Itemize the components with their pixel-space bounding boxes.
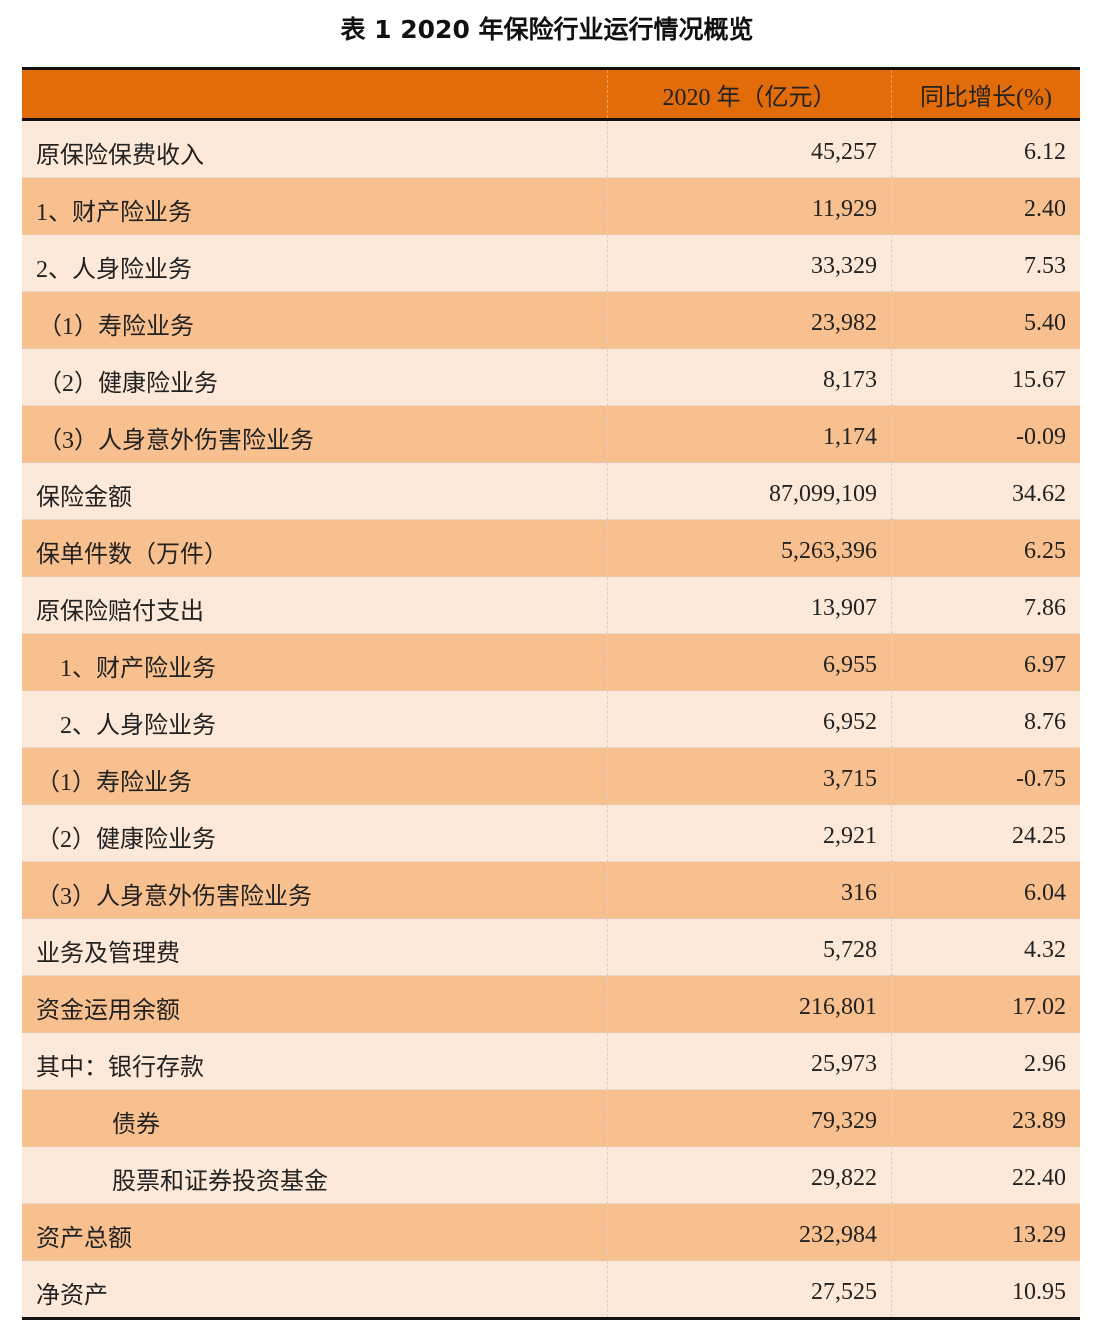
row-value: 25,973 (607, 1032, 892, 1090)
header-value: 2020 年（亿元） (607, 68, 892, 121)
insurance-overview-table: 2020 年（亿元） 同比增长(%) 原保险保费收入 45,257 6.12 1、财产… (22, 67, 1080, 1320)
table-row: 原保险赔付支出 13,907 7.86 (22, 576, 1080, 634)
row-value: 6,952 (607, 690, 892, 748)
row-growth: 6.97 (891, 633, 1080, 691)
table-row: （3）人身意外伤害险业务 316 6.04 (22, 861, 1080, 919)
row-growth: 5.40 (891, 291, 1080, 349)
row-growth: 7.53 (891, 234, 1080, 292)
row-growth: 17.02 (891, 975, 1080, 1033)
table-row: 其中：银行存款 25,973 2.96 (22, 1032, 1080, 1090)
row-value: 27,525 (607, 1260, 892, 1319)
row-label: 债券 (22, 1089, 608, 1147)
row-value: 5,728 (607, 918, 892, 976)
row-growth: 6.04 (891, 861, 1080, 919)
row-value: 2,921 (607, 804, 892, 862)
table-row: （2）健康险业务 8,173 15.67 (22, 348, 1080, 406)
row-label: 净资产 (22, 1260, 608, 1319)
row-label: 其中：银行存款 (22, 1032, 608, 1090)
row-label: 资金运用余额 (22, 975, 608, 1033)
row-label: （1）寿险业务 (22, 747, 608, 805)
row-growth: 24.25 (891, 804, 1080, 862)
row-growth: 34.62 (891, 462, 1080, 520)
row-label: 1、财产险业务 (22, 177, 608, 235)
row-value: 29,822 (607, 1146, 892, 1204)
row-label: 2、人身险业务 (22, 690, 608, 748)
header-growth: 同比增长(%) (891, 68, 1080, 121)
row-growth: 23.89 (891, 1089, 1080, 1147)
row-label: 2、人身险业务 (22, 234, 608, 292)
row-label: （1）寿险业务 (22, 291, 608, 349)
row-value: 13,907 (607, 576, 892, 634)
row-label: （3）人身意外伤害险业务 (22, 405, 608, 463)
row-growth: -0.09 (891, 405, 1080, 463)
table-row: （1）寿险业务 23,982 5.40 (22, 291, 1080, 349)
row-value: 232,984 (607, 1203, 892, 1261)
row-growth: -0.75 (891, 747, 1080, 805)
row-growth: 8.76 (891, 690, 1080, 748)
row-value: 11,929 (607, 177, 892, 235)
row-growth: 22.40 (891, 1146, 1080, 1204)
row-value: 5,263,396 (607, 519, 892, 577)
row-value: 79,329 (607, 1089, 892, 1147)
row-growth: 10.95 (891, 1260, 1080, 1319)
row-growth: 15.67 (891, 348, 1080, 406)
table-row: （3）人身意外伤害险业务 1,174 -0.09 (22, 405, 1080, 463)
table-row: 业务及管理费 5,728 4.32 (22, 918, 1080, 976)
table-row: 净资产 27,525 10.95 (22, 1260, 1080, 1319)
table-row: 资金运用余额 216,801 17.02 (22, 975, 1080, 1033)
table-row: 1、财产险业务 11,929 2.40 (22, 177, 1080, 235)
table-title: 表 1 2020 年保险行业运行情况概览 (340, 15, 754, 44)
row-label: （3）人身意外伤害险业务 (22, 861, 608, 919)
table-row: 原保险保费收入 45,257 6.12 (22, 119, 1080, 178)
row-growth: 2.40 (891, 177, 1080, 235)
row-growth: 6.12 (891, 119, 1080, 178)
row-label: 股票和证券投资基金 (22, 1146, 608, 1204)
table-row: 资产总额 232,984 13.29 (22, 1203, 1080, 1261)
row-label: 原保险赔付支出 (22, 576, 608, 634)
row-value: 87,099,109 (607, 462, 892, 520)
table-row: 股票和证券投资基金 29,822 22.40 (22, 1146, 1080, 1204)
row-label: （2）健康险业务 (22, 804, 608, 862)
row-value: 33,329 (607, 234, 892, 292)
table-header-row: 2020 年（亿元） 同比增长(%) (22, 68, 1080, 121)
table-row: 2、人身险业务 33,329 7.53 (22, 234, 1080, 292)
row-label: 原保险保费收入 (22, 119, 608, 178)
row-value: 3,715 (607, 747, 892, 805)
row-value: 316 (607, 861, 892, 919)
row-value: 8,173 (607, 348, 892, 406)
row-growth: 2.96 (891, 1032, 1080, 1090)
row-growth: 6.25 (891, 519, 1080, 577)
table-row: 债券 79,329 23.89 (22, 1089, 1080, 1147)
row-value: 6,955 (607, 633, 892, 691)
header-label (22, 68, 608, 121)
row-value: 1,174 (607, 405, 892, 463)
row-label: （2）健康险业务 (22, 348, 608, 406)
row-label: 业务及管理费 (22, 918, 608, 976)
table-row: 保险金额 87,099,109 34.62 (22, 462, 1080, 520)
row-growth: 7.86 (891, 576, 1080, 634)
table-row: 1、财产险业务 6,955 6.97 (22, 633, 1080, 691)
row-label: 资产总额 (22, 1203, 608, 1261)
row-value: 216,801 (607, 975, 892, 1033)
table-row: 保单件数（万件） 5,263,396 6.25 (22, 519, 1080, 577)
table-row: （1）寿险业务 3,715 -0.75 (22, 747, 1080, 805)
row-label: 保单件数（万件） (22, 519, 608, 577)
row-value: 23,982 (607, 291, 892, 349)
table-row: （2）健康险业务 2,921 24.25 (22, 804, 1080, 862)
row-label: 1、财产险业务 (22, 633, 608, 691)
table-row: 2、人身险业务 6,952 8.76 (22, 690, 1080, 748)
row-value: 45,257 (607, 119, 892, 178)
row-growth: 4.32 (891, 918, 1080, 976)
row-label: 保险金额 (22, 462, 608, 520)
row-growth: 13.29 (891, 1203, 1080, 1261)
